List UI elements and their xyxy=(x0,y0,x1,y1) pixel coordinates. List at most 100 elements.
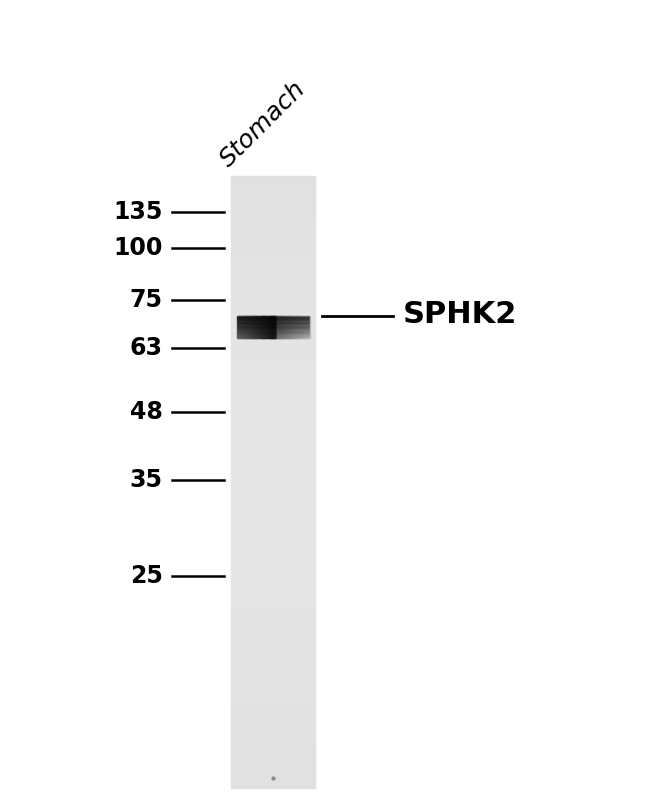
Bar xyxy=(231,280,315,282)
Bar xyxy=(231,698,315,700)
Bar xyxy=(231,205,315,206)
Bar xyxy=(244,316,246,338)
Bar xyxy=(231,335,315,337)
Bar xyxy=(231,435,315,437)
Bar xyxy=(252,316,253,338)
Bar xyxy=(298,316,300,338)
Bar xyxy=(231,206,315,209)
Bar xyxy=(231,494,315,496)
Bar xyxy=(231,180,315,182)
Bar xyxy=(231,355,315,358)
Bar xyxy=(231,486,315,488)
Bar xyxy=(231,668,315,670)
Bar xyxy=(231,247,315,250)
Bar xyxy=(231,274,315,276)
Bar xyxy=(231,662,315,663)
Bar xyxy=(231,329,315,331)
Bar xyxy=(262,316,264,338)
Bar xyxy=(285,316,286,338)
Bar xyxy=(294,316,295,338)
Bar xyxy=(292,316,294,338)
Bar xyxy=(231,766,315,768)
Bar xyxy=(231,362,315,364)
Bar xyxy=(231,666,315,668)
Bar xyxy=(231,294,315,296)
Text: 63: 63 xyxy=(129,336,162,360)
Bar xyxy=(231,572,315,574)
Bar xyxy=(231,702,315,704)
Bar xyxy=(231,198,315,201)
Bar xyxy=(231,321,315,323)
Bar xyxy=(231,731,315,733)
Bar xyxy=(240,316,242,338)
Bar xyxy=(231,382,315,384)
Bar xyxy=(231,686,315,688)
Bar xyxy=(231,726,315,729)
Bar xyxy=(231,782,315,784)
Bar xyxy=(304,316,305,338)
Bar xyxy=(231,268,315,270)
Bar xyxy=(231,655,315,658)
Bar xyxy=(231,347,315,350)
Bar xyxy=(231,688,315,690)
Text: 48: 48 xyxy=(129,400,162,424)
Bar xyxy=(231,594,315,596)
Bar xyxy=(231,223,315,225)
Bar xyxy=(231,586,315,588)
Bar xyxy=(274,316,276,338)
Bar xyxy=(231,396,315,398)
Bar xyxy=(249,316,250,338)
Bar xyxy=(231,405,315,406)
Bar xyxy=(231,433,315,435)
Bar xyxy=(231,402,315,405)
Bar xyxy=(231,627,315,629)
Bar xyxy=(231,278,315,280)
Bar xyxy=(254,316,255,338)
Bar xyxy=(231,251,315,254)
Bar xyxy=(231,550,315,551)
Bar xyxy=(231,459,315,462)
Bar xyxy=(268,316,269,338)
Bar xyxy=(231,262,315,264)
Bar xyxy=(231,750,315,751)
Bar xyxy=(303,316,304,338)
Bar xyxy=(231,523,315,525)
Bar xyxy=(288,316,290,338)
Bar xyxy=(231,531,315,533)
Bar xyxy=(231,592,315,594)
Bar xyxy=(231,309,315,310)
Bar xyxy=(231,350,315,351)
Bar xyxy=(231,474,315,476)
Bar xyxy=(257,316,259,338)
Bar xyxy=(231,763,315,766)
Bar xyxy=(231,588,315,590)
Bar xyxy=(231,184,315,186)
Bar xyxy=(231,654,315,655)
Bar xyxy=(231,574,315,576)
Bar xyxy=(231,600,315,602)
Bar xyxy=(301,316,302,338)
Bar xyxy=(231,614,315,617)
Bar xyxy=(231,647,315,650)
Bar xyxy=(231,758,315,759)
Bar xyxy=(231,202,315,205)
Bar xyxy=(231,578,315,580)
Bar xyxy=(231,302,315,305)
Bar xyxy=(231,672,315,674)
Bar xyxy=(231,468,315,470)
Bar xyxy=(231,260,315,262)
Bar xyxy=(231,423,315,425)
Bar xyxy=(231,409,315,410)
Bar xyxy=(290,316,292,338)
Bar xyxy=(231,388,315,390)
Bar xyxy=(231,776,315,778)
Bar xyxy=(231,676,315,678)
Bar xyxy=(287,316,289,338)
Bar xyxy=(231,621,315,622)
Bar xyxy=(231,258,315,260)
Bar xyxy=(231,784,315,786)
Bar xyxy=(284,316,285,338)
Bar xyxy=(246,316,248,338)
Bar xyxy=(231,254,315,255)
Bar xyxy=(231,680,315,682)
